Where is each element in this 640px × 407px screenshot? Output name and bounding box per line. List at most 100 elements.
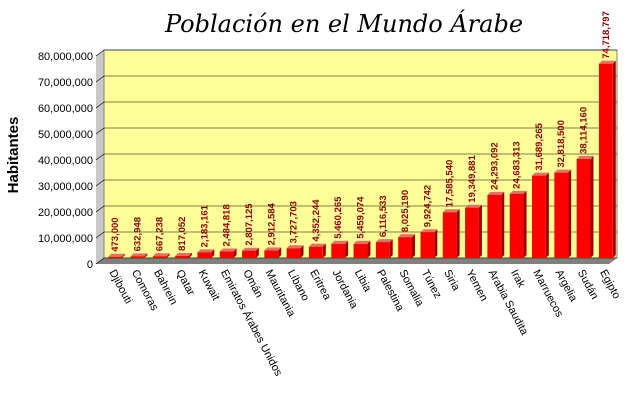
bar-top (554, 169, 572, 173)
bar-top (242, 247, 259, 251)
bar (286, 248, 301, 258)
gridline-side (95, 127, 105, 135)
gridline-side (95, 205, 105, 213)
data-label: 17,585,540 (445, 160, 456, 208)
bar (152, 256, 167, 258)
bar (264, 250, 279, 258)
bar (353, 243, 368, 258)
bar (197, 252, 212, 258)
data-label: 4,352,244 (311, 199, 322, 242)
data-label: 6,116,533 (378, 195, 389, 237)
plot-floor (96, 258, 617, 264)
data-label: 473,000 (110, 217, 121, 251)
bar-side (612, 60, 616, 259)
bar-side (523, 190, 527, 258)
bar-side (501, 191, 505, 258)
bar-side (590, 155, 594, 258)
y-tick-label: 10,000,000 (38, 233, 93, 245)
data-label: 667,238 (155, 217, 166, 251)
bar-top (331, 240, 349, 244)
bar-side (122, 253, 126, 258)
data-label: 74,718,797 (601, 11, 612, 59)
bar-top (264, 247, 282, 251)
bar-top (576, 155, 594, 159)
gridline-side (95, 179, 105, 187)
bar (331, 243, 346, 258)
bar-side (345, 240, 349, 258)
bar (465, 207, 479, 258)
bar (532, 175, 546, 258)
bar-top (175, 252, 192, 256)
bar (242, 250, 256, 258)
data-label: 9,924,742 (422, 185, 433, 227)
bar-side (412, 234, 416, 258)
bar-top (398, 234, 416, 238)
y-tick-label: 30,000,000 (38, 181, 93, 193)
bar (487, 194, 502, 258)
bar-side (545, 172, 549, 258)
y-tick-label: 0 (87, 259, 93, 271)
bar-top (197, 249, 215, 253)
bar-side (255, 247, 259, 258)
data-label: 38,114,160 (579, 107, 590, 154)
bar-side (188, 252, 192, 258)
bar-side (322, 243, 326, 258)
bar-side (211, 249, 215, 258)
bar-top (487, 191, 505, 195)
data-label: 8,025,190 (400, 190, 411, 232)
data-label: 19,349,881 (467, 154, 478, 202)
x-tick-label: Qatar (173, 268, 197, 298)
x-tick-label: Siria (441, 268, 462, 294)
bar-side (568, 169, 572, 258)
bar-side (233, 248, 237, 258)
bar (576, 158, 591, 258)
gridline-side (95, 49, 105, 57)
data-label: 24,683,313 (512, 141, 523, 189)
data-label: 24,293,092 (489, 142, 500, 190)
data-label: 32,818,500 (556, 120, 567, 168)
y-tick-label: 20,000,000 (38, 207, 93, 219)
bar-top (108, 253, 126, 257)
bar (308, 246, 323, 258)
bar (130, 256, 145, 258)
gridline-side (95, 257, 105, 265)
x-tick-label: Egipto (597, 268, 622, 301)
bar-side (166, 253, 170, 258)
y-tick-label: 40,000,000 (38, 155, 93, 167)
bar-side (434, 229, 438, 258)
x-tick-label: Irak (508, 268, 527, 290)
bar-side (478, 204, 482, 258)
data-label: 2,807,125 (244, 203, 255, 246)
bar (175, 255, 189, 258)
bar-top (442, 209, 460, 213)
data-label: 5,459,074 (356, 196, 367, 239)
bar (375, 242, 390, 258)
bar-top (219, 248, 237, 252)
bar-top (465, 204, 482, 208)
y-tick-label: 60,000,000 (38, 103, 93, 115)
bar (509, 193, 524, 258)
bar-top (130, 253, 148, 257)
data-label: 2,912,584 (266, 202, 277, 245)
bar-side (456, 209, 460, 258)
bar-side (367, 240, 371, 258)
bar (442, 212, 457, 258)
bar-top (308, 243, 326, 247)
bar-side (278, 247, 282, 258)
data-label: 632,948 (132, 217, 143, 251)
gridline-side (95, 231, 105, 239)
bar-top (286, 245, 304, 249)
bar-top (375, 239, 393, 243)
bar-top (532, 172, 549, 176)
bar (219, 251, 234, 258)
bar (398, 237, 413, 258)
bar (108, 256, 123, 258)
data-label: 31,689,265 (534, 122, 545, 170)
gridline-side (95, 75, 105, 83)
bar-top (598, 60, 616, 64)
bar-side (389, 239, 393, 258)
bar-side (300, 245, 304, 258)
bar-top (152, 253, 170, 257)
bar-side (144, 253, 148, 258)
bar (554, 172, 569, 258)
